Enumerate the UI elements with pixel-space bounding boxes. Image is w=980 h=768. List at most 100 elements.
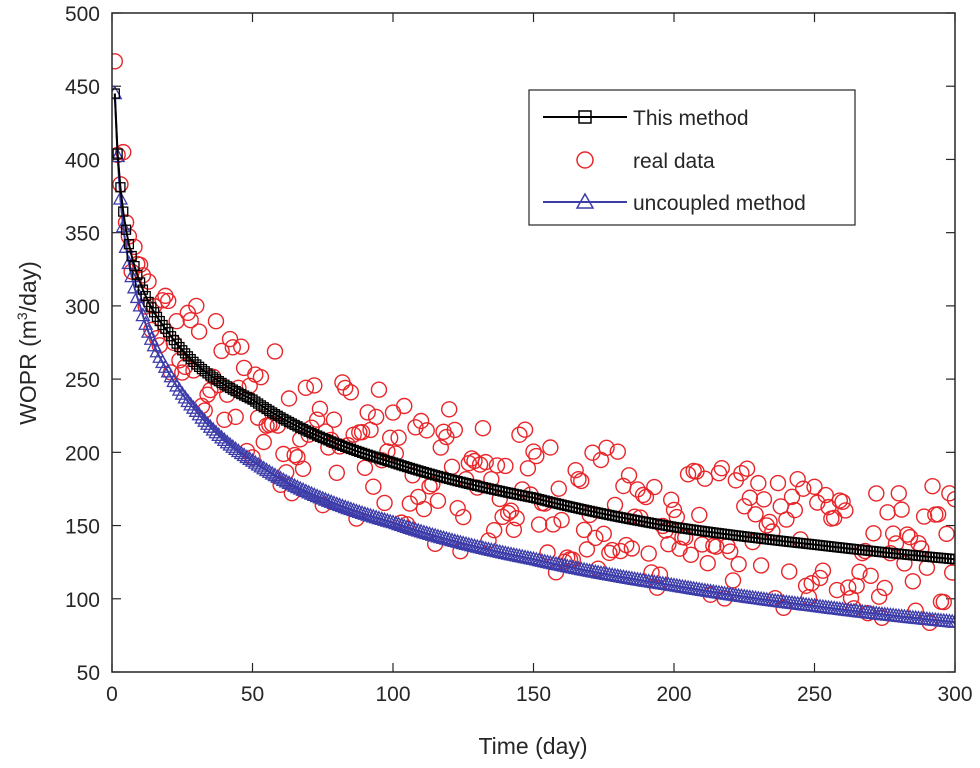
real-data-point [308,411,326,428]
this-method-marker [171,338,182,349]
uncoupled-method-marker [197,412,213,427]
series-real-data [112,53,955,631]
real-data-point [899,526,916,543]
real-data-point [227,408,244,426]
x-tick-label: 300 [937,683,972,706]
real-data-point [477,453,494,471]
y-tick-label: 350 [65,223,100,246]
real-data-point [713,459,730,477]
real-data-point [595,525,612,542]
real-data-point [216,411,233,429]
this-method-marker [137,284,149,295]
this-method-marker [185,354,196,365]
real-data-point [415,500,433,518]
uncoupled-method-marker [132,297,148,312]
y-tick-label: 50 [77,662,100,685]
uncoupled-method-marker [222,436,238,451]
real-data-point [199,386,216,403]
real-data-point [840,579,857,596]
real-data-point [806,478,823,495]
real-data-point [328,464,345,481]
real-data-point [485,521,503,539]
real-data-point [783,488,801,505]
this-method-marker [244,393,255,404]
legend: This method real data uncoupled method [528,89,856,226]
real-data-point [901,528,919,546]
real-data-point [370,381,388,398]
real-data-point [769,474,787,492]
real-data-point [224,339,242,356]
real-data-point [280,390,298,407]
real-data-point [190,323,208,340]
real-data-point [730,555,747,573]
legend-uncoupled-method-label: uncoupled method [633,192,806,215]
real-data-point [623,540,641,557]
real-data-point [168,312,185,330]
real-data-point [359,404,376,421]
real-data-point [578,541,596,558]
uncoupled-method-marker [174,385,190,400]
this-method-marker [252,398,264,409]
real-data-point [379,443,396,460]
real-data-point [811,569,829,587]
real-data-point [508,510,525,527]
real-data-point [519,460,537,477]
real-data-point [255,433,272,451]
real-data-point [567,462,584,479]
this-method-marker [132,269,143,280]
this-method-marker [134,277,146,288]
this-method-marker [115,182,126,193]
real-data-point [550,480,567,497]
real-data-point [252,368,270,386]
uncoupled-method-marker [239,449,255,464]
y-tick-label: 450 [65,76,100,99]
real-data-point [449,499,466,517]
legend-real-data-marker [576,151,594,169]
real-data-point [935,593,952,611]
real-data-point [601,544,618,562]
real-data-point [221,330,239,348]
real-data-point [455,508,472,526]
y-axis-label-suffix: /day) [15,261,41,312]
legend-uncoupled-method-marker [575,192,595,209]
uncoupled-method-marker [261,463,277,478]
uncoupled-method-marker [208,424,224,439]
uncoupled-method-marker [112,190,129,205]
real-data-point [741,489,759,506]
y-tick-label: 150 [65,516,100,539]
real-data-point [696,470,714,487]
this-method-marker [123,239,135,250]
real-data-point [752,557,770,574]
real-data-point [904,573,922,590]
this-method-marker [160,323,171,334]
real-data-point [890,485,907,502]
series-uncoupled-method [112,85,955,628]
real-data-point [640,545,657,562]
this-method-marker [258,402,269,413]
real-data-point [542,439,559,456]
y-axis-label-prefix: WOPR (m [15,320,41,425]
real-data-point [511,426,528,443]
real-data-point [432,439,449,456]
uncoupled-method-marker [188,402,204,417]
this-method-marker [208,372,219,383]
series-layer [112,53,955,631]
legend-this-method-marker [578,110,592,124]
real-data-point [896,555,913,572]
uncoupled-method-marker [233,445,249,460]
uncoupled-method-marker [124,268,140,283]
plot-frame [111,12,956,673]
real-data-point [488,457,506,474]
uncoupled-method-marker [264,465,280,480]
real-data-point [131,256,149,274]
this-method-marker [120,224,132,235]
y-axis-label: WOPR (m3/day) [14,261,41,425]
uncoupled-method-marker [211,427,227,442]
real-data-point [182,311,199,329]
real-data-point [494,508,511,525]
x-axis-label: Time (day) [478,733,587,759]
legend-real-data: real data [576,150,715,173]
uncoupled-method-marker [183,396,199,411]
uncoupled-method-marker [947,613,955,628]
real-data-point [570,470,587,488]
